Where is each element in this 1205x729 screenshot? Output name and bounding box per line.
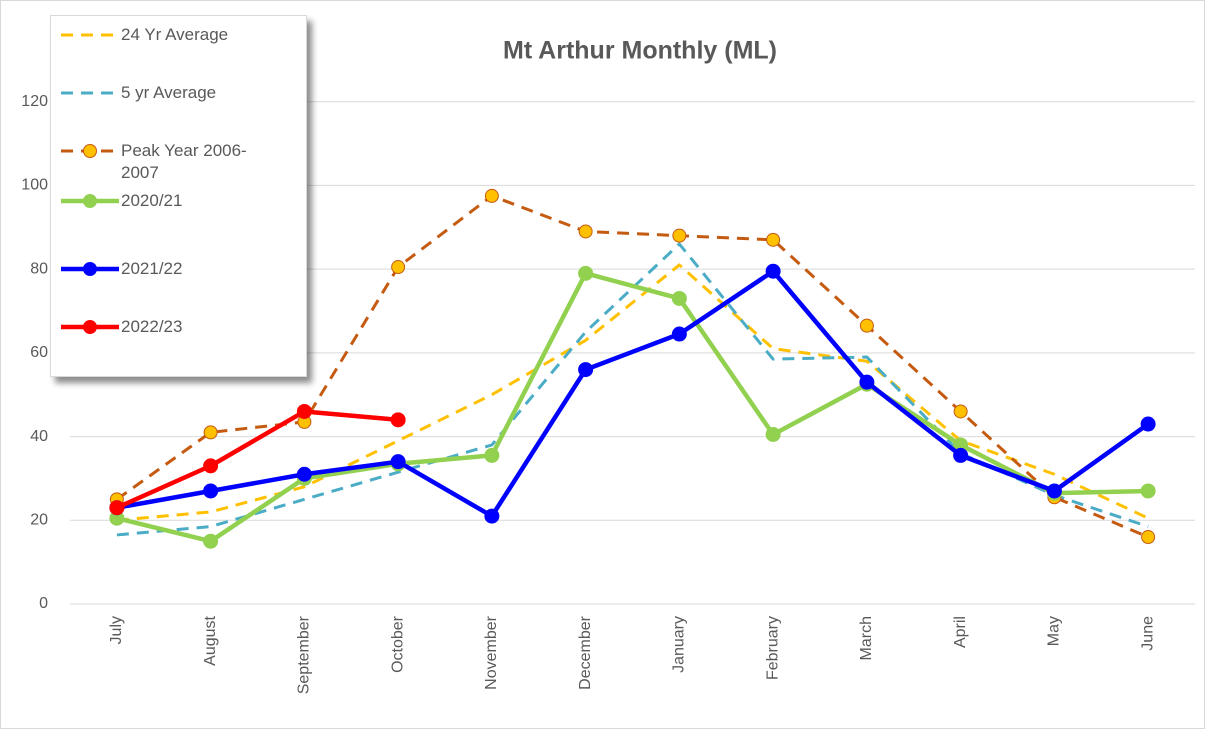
x-tick-label: December [577,615,594,689]
x-tick-label: June [1139,616,1156,651]
legend-label: Peak Year 2006-2007 [121,141,247,182]
marker [390,412,406,428]
marker [391,260,406,275]
marker [296,466,312,482]
legend-item: 24 Yr Average [51,24,271,46]
marker [1140,416,1156,432]
marker [671,290,687,306]
x-tick-label: January [671,616,688,673]
marker [1141,530,1156,545]
x-tick-label: February [764,616,781,680]
y-tick-label: 0 [39,595,48,612]
legend-marker [83,144,97,158]
y-tick-label: 40 [30,428,48,445]
marker [390,454,406,470]
legend-item: Peak Year 2006-2007 [51,140,271,184]
marker [766,232,781,247]
y-tick-label: 120 [21,93,48,110]
legend-item: 2020/21 [51,190,271,212]
legend: 24 Yr Average 5 yr Average Peak Year 2006-… [50,15,307,377]
marker [578,362,594,378]
marker [109,500,125,516]
marker [203,483,219,499]
series-line [115,409,399,510]
legend-item: 2022/23 [51,316,271,338]
legend-swatch [61,91,119,95]
y-tick-label: 60 [30,344,48,361]
legend-marker [83,320,97,334]
x-tick-label: March [858,616,875,660]
legend-label: 2021/22 [121,259,183,278]
x-tick-label: August [202,615,219,665]
marker [859,318,874,333]
marker [1046,483,1062,499]
legend-swatch [61,33,119,37]
y-tick-label: 20 [30,512,48,529]
marker [203,425,218,440]
y-tick-label: 100 [21,177,48,194]
x-tick-label: May [1046,616,1063,646]
series-line [116,271,1149,544]
marker [578,265,594,281]
marker [859,374,875,390]
x-tick-label: September [296,615,313,694]
legend-label: 2020/21 [121,191,183,210]
marker [203,458,219,474]
legend-marker [83,194,97,208]
legend-swatch [61,320,119,334]
marker [484,188,499,203]
series-line [116,194,1149,539]
marker [765,263,781,279]
marker [203,533,219,549]
legend-label: 2022/23 [121,317,183,336]
legend-swatch [61,194,119,208]
legend-marker [83,262,97,276]
marker [484,508,500,524]
marker [296,403,312,419]
x-tick-label: July [108,616,125,644]
x-tick-label: November [483,615,500,689]
series-line [116,268,1150,519]
legend-item: 5 yr Average [51,82,271,104]
legend-swatch [61,262,119,276]
legend-swatch [61,144,119,158]
legend-label: 24 Yr Average [121,25,229,44]
marker [953,447,969,463]
y-tick-label: 80 [30,260,48,277]
x-tick-label: April [952,616,969,648]
legend-item: 2021/22 [51,258,271,280]
legend-label: 5 yr Average [121,83,217,102]
marker [578,224,593,239]
x-tick-label: October [389,615,406,673]
series-line [116,263,1149,522]
chart-title: Mt Arthur Monthly (ML) [503,37,777,65]
marker [1140,483,1156,499]
marker [672,228,687,243]
marker [671,326,687,342]
marker [953,404,968,419]
marker [484,447,500,463]
marker [765,426,781,442]
